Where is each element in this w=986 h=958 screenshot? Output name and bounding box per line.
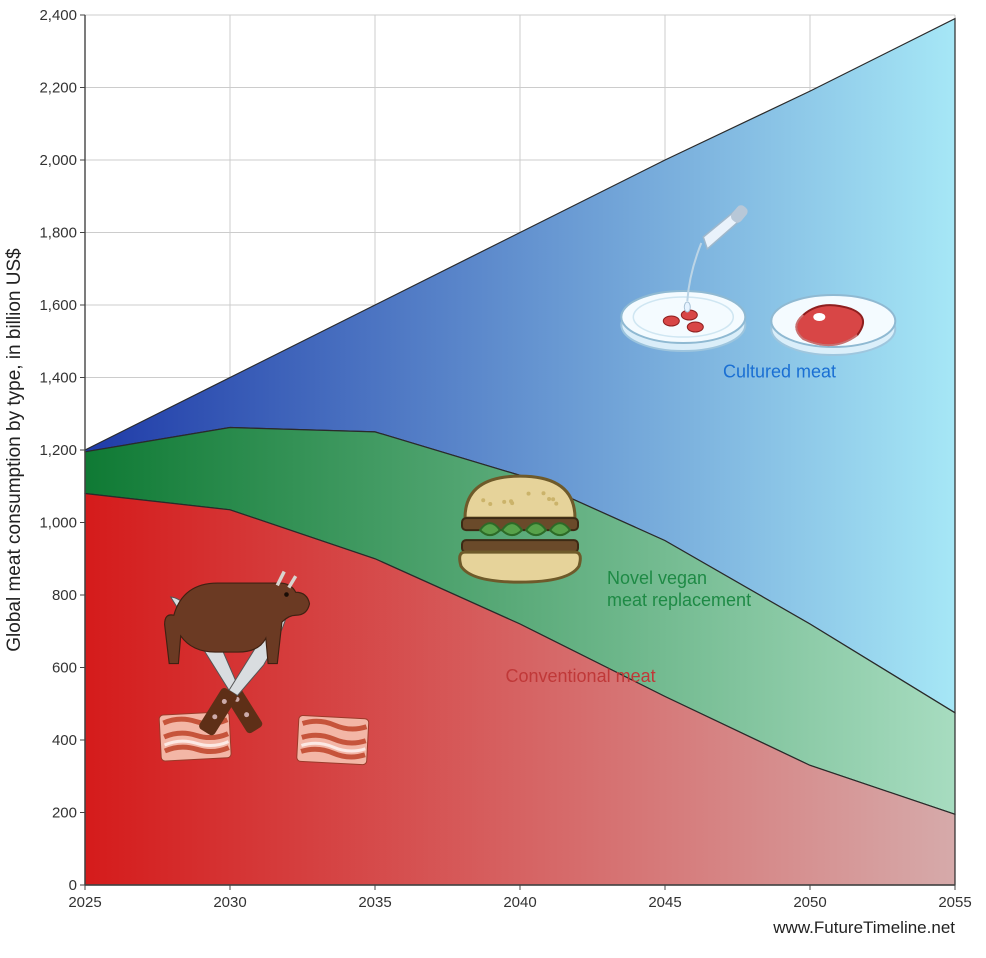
xtick-label: 2050: [793, 894, 826, 911]
y-axis-label: Global meat consumption by type, in bill…: [4, 248, 25, 652]
ytick-label: 400: [52, 732, 77, 749]
series-label-vegan: Novel vegan: [607, 568, 707, 588]
ytick-label: 600: [52, 660, 77, 677]
xtick-label: 2025: [68, 894, 101, 911]
vegan-burger-icon: [460, 476, 581, 582]
ytick-label: 1,000: [39, 515, 77, 532]
series-label-vegan: meat replacement: [607, 590, 751, 610]
series-label-cultured: Cultured meat: [723, 362, 836, 382]
meat-consumption-chart: 0 200 400 600 800 1,000 1,200 1,400 1,600 1,800 2,…: [0, 0, 986, 958]
ytick-label: 1,800: [39, 225, 77, 242]
ytick-label: 2,000: [39, 152, 77, 169]
xtick-label: 2055: [938, 894, 971, 911]
ytick-label: 200: [52, 805, 77, 822]
xtick-label: 2030: [213, 894, 246, 911]
ytick-label: 800: [52, 587, 77, 604]
ytick-label: 1,200: [39, 442, 77, 459]
chart-svg: 0 200 400 600 800 1,000 1,200 1,400 1,600 1,800 2,…: [0, 0, 986, 958]
ytick-label: 2,400: [39, 7, 77, 24]
ytick-label: 2,200: [39, 80, 77, 97]
ytick-label: 1,600: [39, 297, 77, 314]
ytick-label: 1,400: [39, 370, 77, 387]
xtick-label: 2040: [503, 894, 536, 911]
source-label: www.FutureTimeline.net: [772, 918, 955, 937]
xtick-label: 2035: [358, 894, 391, 911]
ytick-label: 0: [69, 877, 77, 894]
series-label-conventional: Conventional meat: [506, 666, 656, 686]
xtick-label: 2045: [648, 894, 681, 911]
